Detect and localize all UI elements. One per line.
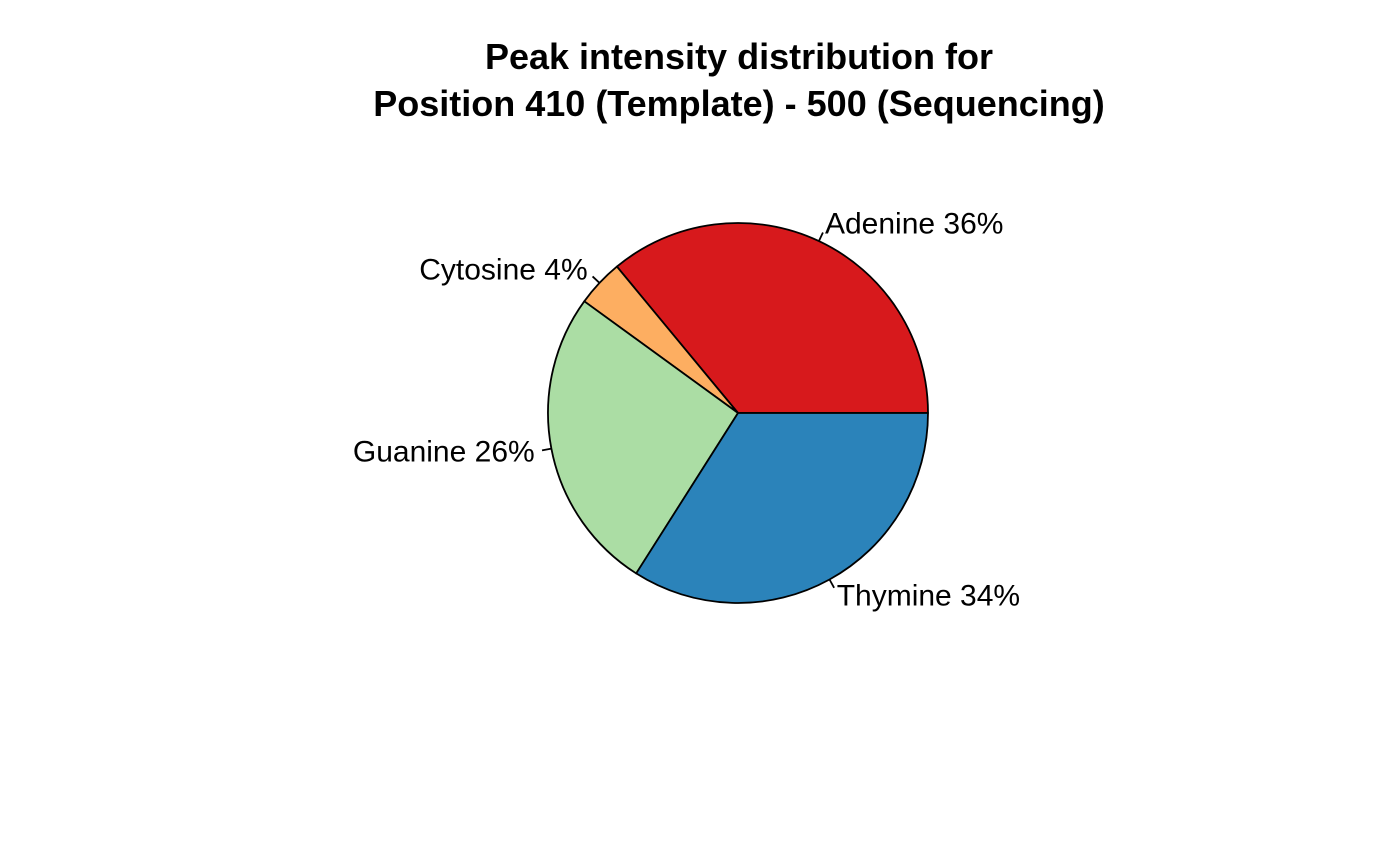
slice-label-adenine: Adenine 36%: [825, 207, 1003, 240]
leader-line-thymine: [828, 579, 835, 589]
pie-slice-adenine: [615, 222, 929, 414]
chart-title-line-2: Position 410 (Template) - 500 (Sequencin…: [373, 83, 1105, 124]
slice-label-thymine: Thymine 34%: [837, 580, 1020, 613]
slice-label-cytosine: Cytosine 4%: [419, 253, 587, 286]
chart-title-line-1: Peak intensity distribution for: [484, 36, 994, 77]
slice-label-guanine: Guanine 26%: [353, 436, 535, 469]
leader-line-guanine: [541, 447, 552, 452]
leader-line-cytosine: [591, 275, 601, 284]
pie-slice-thymine: [635, 412, 929, 604]
leader-line-adenine: [818, 232, 824, 242]
